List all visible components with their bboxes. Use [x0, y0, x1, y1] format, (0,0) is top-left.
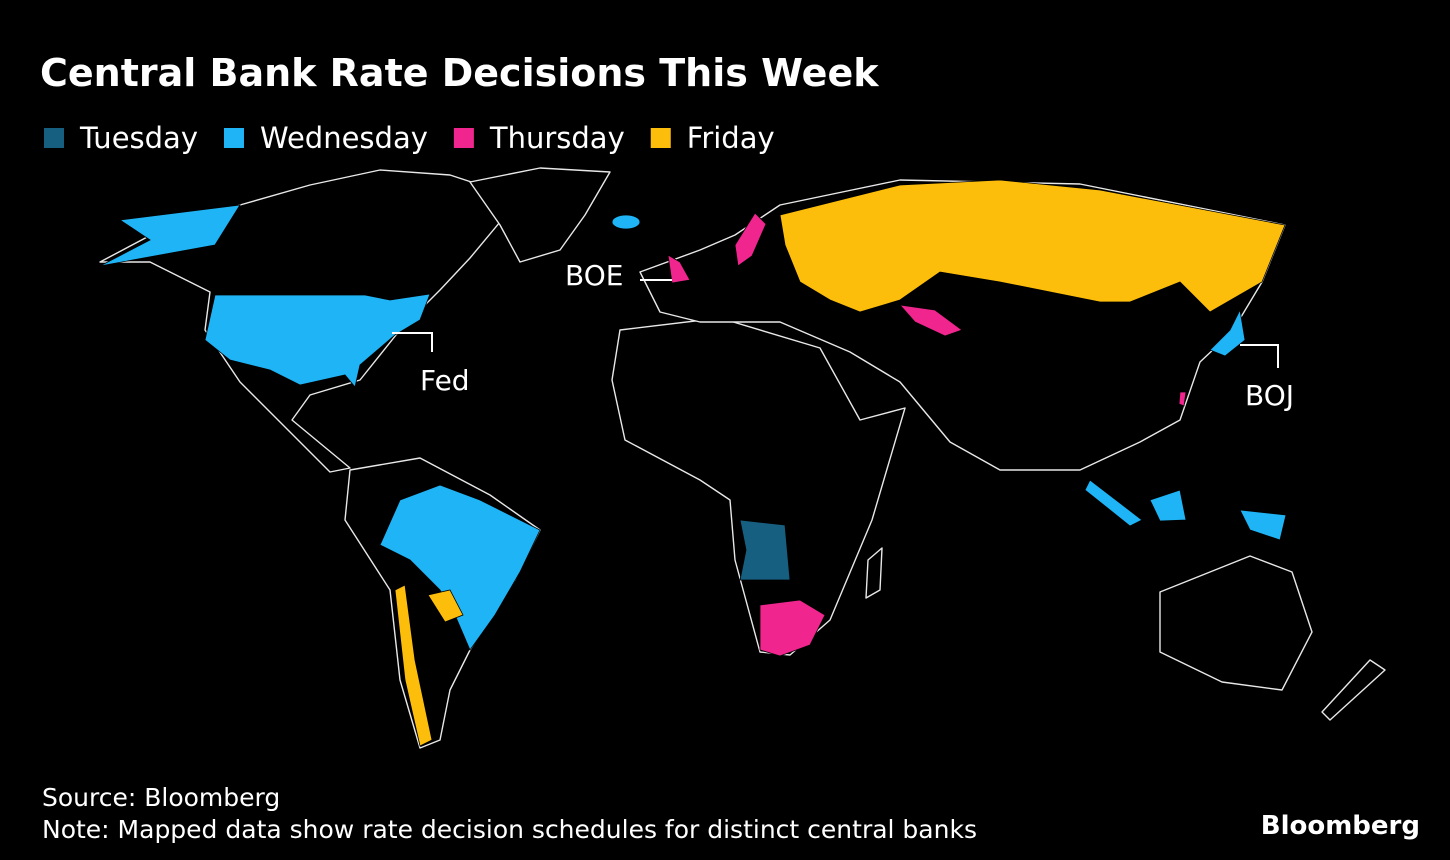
title: Central Bank Rate Decisions This Week — [40, 51, 879, 95]
legend-swatch — [453, 128, 474, 148]
new-zealand — [1321, 659, 1386, 721]
note: Note: Mapped data show rate decision sch… — [42, 815, 977, 844]
united-kingdom — [667, 254, 691, 284]
uzbekistan — [898, 304, 963, 337]
legend-swatch — [223, 128, 244, 148]
legend-label: Friday — [687, 121, 775, 155]
legend-label: Wednesday — [260, 121, 428, 155]
australia — [1159, 555, 1313, 691]
sweden — [734, 212, 767, 267]
indonesia — [1084, 479, 1287, 541]
angola — [739, 519, 791, 581]
legend-label: Tuesday — [79, 121, 198, 155]
map — [99, 167, 1386, 749]
logo: Bloomberg — [1261, 811, 1420, 841]
source: Source: Bloomberg — [42, 783, 280, 812]
leader-line — [1240, 344, 1279, 368]
madagascar — [865, 547, 883, 599]
greenland — [469, 167, 611, 263]
taiwan — [1178, 391, 1187, 407]
alaska — [99, 204, 241, 267]
annotation: BOJ — [1245, 379, 1294, 412]
legend: Tuesday Wednesday Thursday Friday — [44, 121, 775, 155]
south-africa — [759, 599, 826, 657]
legend-swatch — [650, 128, 671, 148]
japan — [1209, 308, 1246, 357]
chile — [394, 584, 433, 747]
africa — [611, 317, 906, 656]
leader-line — [392, 332, 433, 352]
russia — [779, 179, 1286, 313]
iceland — [611, 214, 641, 230]
paraguay — [427, 589, 464, 623]
annotation: Fed — [420, 364, 470, 397]
brazil — [379, 484, 541, 651]
annotation: BOE — [565, 259, 623, 292]
legend-label: Thursday — [489, 121, 625, 155]
legend-swatch — [44, 128, 64, 148]
united-states — [204, 293, 431, 388]
